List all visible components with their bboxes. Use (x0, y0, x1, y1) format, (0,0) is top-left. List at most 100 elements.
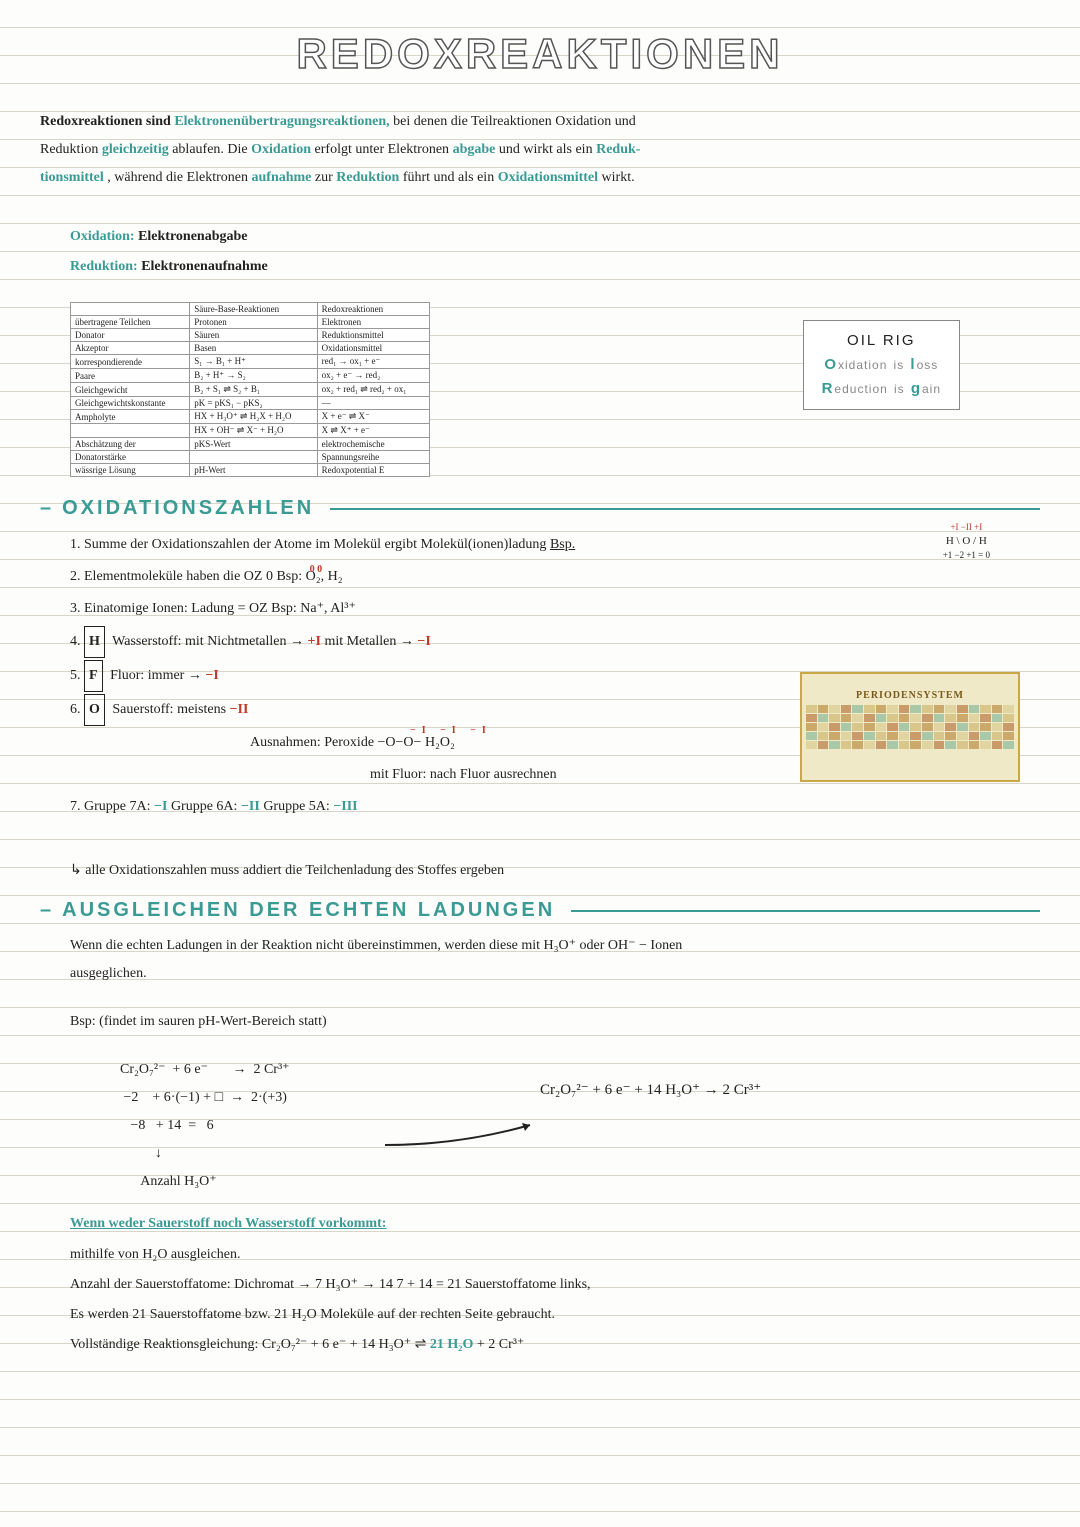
kw-uptake: aufnahme (252, 170, 312, 185)
oz-annotation: −I −I −I (410, 716, 492, 746)
table-cell: Spannungsreihe (317, 451, 429, 464)
table-header: Redoxreaktionen (317, 303, 429, 316)
kw-reduction: Reduktion (336, 170, 399, 185)
intro-text: , während die Elektronen (107, 170, 248, 185)
intro-text: erfolgt unter Elektronen (315, 142, 450, 157)
rule-3: 3. Einatomige Ionen: Ladung = OZ Bsp: Na… (70, 594, 1040, 624)
table-cell: Gleichgewichtskonstante (71, 397, 190, 410)
pt-cell (934, 705, 945, 713)
table-cell: HX + OH⁻ ⇌ X⁻ + H₂O (190, 424, 317, 438)
oilrig-text: ain (922, 382, 941, 396)
pt-cell (957, 741, 968, 749)
sub-header: Wenn weder Sauerstoff noch Wasserstoff v… (70, 1216, 1010, 1232)
pt-cell (945, 723, 956, 731)
rule-4a: 4. (70, 634, 84, 649)
pt-cell (829, 723, 840, 731)
pt-cell (934, 732, 945, 740)
pt-cell (887, 732, 898, 740)
intro-text: und wirkt als ein (499, 142, 596, 157)
pt-cell (1003, 723, 1014, 731)
table-cell: B₂ + H⁺ → S₂ (190, 369, 317, 383)
def-reduction-label: Reduktion: (70, 259, 138, 274)
pt-cell (841, 705, 852, 713)
periodic-table-thumbnail: PERIODENSYSTEM (800, 672, 1020, 782)
rule-4c: mit Metallen → (324, 634, 417, 649)
element-box-H: H (84, 626, 105, 658)
intro-text: ablaufen. Die (172, 142, 251, 157)
pt-cell (922, 732, 933, 740)
kw-oxidation: Oxidation (251, 142, 311, 157)
pt-cell (852, 714, 863, 722)
table-cell: Oxidationsmittel (317, 342, 429, 355)
pt-cell (841, 732, 852, 740)
rule-4b: Wasserstoff: mit Nichtmetallen → (112, 634, 307, 649)
pt-cell (957, 714, 968, 722)
eq-line: −8 + 14 = 6 (120, 1112, 1040, 1140)
para-line: Wenn die echten Ladungen in der Reaktion… (70, 938, 682, 953)
pt-cell (841, 714, 852, 722)
h2o-structure: H \ O / H (943, 534, 990, 548)
pt-cell (957, 705, 968, 713)
pt-cell (806, 705, 817, 713)
table-cell: übertragene Teilchen (71, 316, 190, 329)
oilrig-R: R (822, 380, 835, 397)
pt-cell (957, 723, 968, 731)
pt-cell (980, 714, 991, 722)
rule-5a: 5. (70, 668, 84, 683)
element-box-O: O (84, 694, 105, 726)
pt-cell (829, 714, 840, 722)
pt-cell (818, 714, 829, 722)
pt-cell (980, 723, 991, 731)
pt-cell (969, 714, 980, 722)
oilrig-G: g (911, 380, 922, 397)
pt-title: PERIODENSYSTEM (806, 690, 1014, 701)
balance-steps: mithilfe von H₂O ausgleichen. Anzahl der… (70, 1240, 1040, 1360)
balance-line: Vollständige Reaktionsgleichung: Cr₂O₇²⁻… (70, 1337, 430, 1352)
table-cell: Ampholyte (71, 410, 190, 424)
pt-cell (980, 705, 991, 713)
pt-cell (992, 741, 1003, 749)
table-cell: pKS-Wert (190, 438, 317, 451)
pt-cell (887, 723, 898, 731)
element-box-F: F (84, 660, 103, 692)
table-cell: B₂ + S₁ ⇌ S₂ + B₁ (190, 383, 317, 397)
kw-reaction-type: Elektronenübertragungsreaktionen, (174, 114, 389, 129)
balance-result: 21 H₂O (430, 1337, 473, 1352)
rule-6b: Sauerstoff: meistens (112, 702, 229, 717)
pt-cell (1003, 714, 1014, 722)
oilrig-text: xidation (838, 358, 887, 372)
pt-cell (899, 741, 910, 749)
rule-7b: Gruppe 6A: (171, 799, 241, 814)
pt-cell (899, 705, 910, 713)
table-cell: pK = pKS₁ − pKS₂ (190, 397, 317, 410)
pt-cell (922, 714, 933, 722)
def-reduction-value: Elektronenaufnahme (141, 259, 268, 274)
pt-cell (969, 723, 980, 731)
intro-text: führt und als ein (403, 170, 498, 185)
balance-line: + 2 Cr³⁺ (477, 1337, 524, 1352)
table-cell: S₁ → B₁ + H⁺ (190, 355, 317, 369)
oz-g5: −III (333, 799, 357, 814)
oz-g6: −II (241, 799, 260, 814)
intro-text: Redoxreaktionen sind (40, 114, 174, 129)
kw-release: abgabe (453, 142, 496, 157)
oilrig-title: OIL RIG (822, 329, 941, 353)
table-cell: Protonen (190, 316, 317, 329)
pt-cell (818, 723, 829, 731)
pt-cell (910, 705, 921, 713)
kw-oxidant: Oxidationsmittel (498, 170, 598, 185)
table-cell: Reduktionsmittel (317, 329, 429, 342)
pt-cell (876, 732, 887, 740)
pt-cell (806, 732, 817, 740)
pt-cell (945, 705, 956, 713)
pt-cell (852, 732, 863, 740)
oilrig-text: is (894, 382, 905, 396)
pt-cell (852, 723, 863, 731)
pt-cell (934, 714, 945, 722)
oz-minus1: −I (417, 634, 430, 649)
table-cell: X + e⁻ ⇌ X⁻ (317, 410, 429, 424)
table-cell: korrespondierende (71, 355, 190, 369)
pt-cell (887, 741, 898, 749)
intro-text: zur (315, 170, 336, 185)
oz-g7: −I (154, 799, 167, 814)
